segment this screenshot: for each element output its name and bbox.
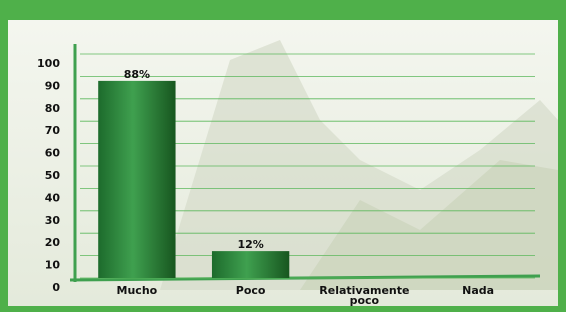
y-tick-label: 60 — [45, 147, 61, 160]
value-label: 88% — [124, 68, 150, 81]
y-tick-label: 30 — [45, 214, 61, 227]
x-tick-label: Poco — [201, 286, 301, 296]
y-tick-label: 0 — [52, 281, 60, 294]
y-tick-label: 100 — [37, 57, 60, 70]
x-tick-label: Relativamente poco — [314, 286, 414, 306]
chart: 0 10 20 30 40 50 60 70 80 90 100 88% 12% — [0, 0, 566, 312]
y-tick-label: 70 — [45, 124, 61, 137]
value-label: 12% — [237, 238, 263, 251]
chart-frame: 0 10 20 30 40 50 60 70 80 90 100 88% 12% Mucho Poco Re… — [0, 0, 566, 312]
bar — [98, 81, 175, 278]
y-tick-label: 50 — [45, 169, 61, 182]
y-tick-label: 40 — [45, 191, 61, 204]
x-tick-label: Nada — [428, 286, 528, 296]
y-tick-label: 90 — [45, 79, 61, 92]
x-tick-label: Mucho — [87, 286, 187, 296]
bar — [212, 251, 289, 278]
y-tick-label: 20 — [45, 236, 61, 249]
y-tick-label: 10 — [45, 259, 61, 272]
y-tick-label: 80 — [45, 102, 61, 115]
